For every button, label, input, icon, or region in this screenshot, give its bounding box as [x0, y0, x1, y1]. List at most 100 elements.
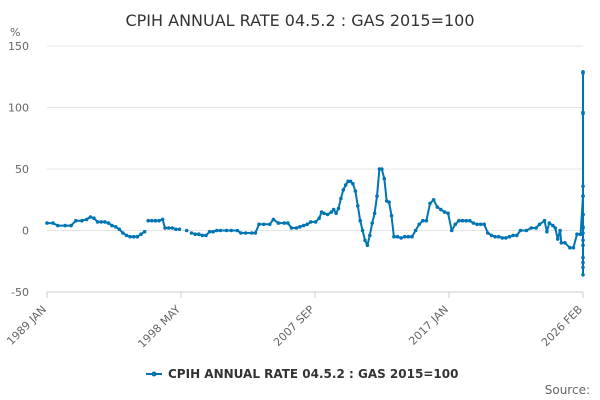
data-point[interactable]	[286, 221, 290, 225]
data-point[interactable]	[253, 231, 258, 235]
data-point[interactable]	[189, 231, 194, 235]
data-point[interactable]	[389, 213, 394, 218]
data-point[interactable]	[581, 243, 585, 248]
data-point[interactable]	[353, 189, 358, 193]
data-point[interactable]	[421, 218, 425, 223]
data-point[interactable]	[229, 228, 234, 233]
data-point[interactable]	[193, 232, 197, 236]
data-point[interactable]	[575, 232, 579, 236]
data-point[interactable]	[547, 221, 552, 225]
data-point[interactable]	[336, 206, 341, 211]
data-point[interactable]	[453, 222, 458, 227]
data-point[interactable]	[215, 228, 219, 233]
data-point[interactable]	[581, 273, 585, 277]
data-point[interactable]	[63, 223, 67, 228]
data-point[interactable]	[322, 211, 326, 216]
data-point[interactable]	[305, 222, 310, 227]
data-point[interactable]	[581, 212, 585, 217]
data-point[interactable]	[558, 228, 562, 233]
data-point[interactable]	[45, 221, 49, 225]
data-point[interactable]	[551, 223, 555, 228]
data-point[interactable]	[56, 223, 60, 228]
data-point[interactable]	[160, 217, 165, 222]
data-point[interactable]	[218, 228, 223, 233]
data-point[interactable]	[207, 229, 212, 234]
data-point[interactable]	[358, 218, 363, 223]
data-point[interactable]	[370, 221, 375, 225]
data-point[interactable]	[121, 231, 125, 235]
data-point[interactable]	[351, 182, 355, 186]
data-point[interactable]	[268, 222, 272, 227]
data-point[interactable]	[113, 225, 118, 229]
data-point[interactable]	[271, 217, 276, 222]
data-point[interactable]	[124, 233, 129, 238]
data-point[interactable]	[117, 227, 122, 232]
data-point[interactable]	[150, 218, 154, 223]
data-point[interactable]	[92, 216, 96, 220]
data-point[interactable]	[142, 229, 147, 234]
data-point[interactable]	[139, 232, 143, 236]
data-point[interactable]	[399, 236, 403, 240]
data-point[interactable]	[235, 228, 240, 233]
data-point[interactable]	[486, 231, 490, 235]
data-point[interactable]	[382, 177, 387, 181]
data-point[interactable]	[581, 194, 585, 198]
data-point[interactable]	[298, 225, 302, 229]
data-point[interactable]	[439, 207, 443, 212]
data-point[interactable]	[157, 218, 161, 223]
data-point[interactable]	[99, 220, 103, 224]
data-point[interactable]	[294, 226, 299, 230]
data-point[interactable]	[496, 234, 501, 239]
data-point[interactable]	[224, 228, 229, 233]
data-point[interactable]	[135, 234, 140, 239]
data-point[interactable]	[581, 238, 585, 243]
data-point[interactable]	[239, 231, 243, 235]
data-point[interactable]	[313, 220, 318, 224]
data-point[interactable]	[581, 265, 585, 270]
data-point[interactable]	[431, 198, 436, 202]
data-point[interactable]	[103, 220, 107, 224]
data-point[interactable]	[507, 234, 512, 239]
data-point[interactable]	[460, 218, 465, 223]
data-point[interactable]	[131, 234, 136, 239]
data-point[interactable]	[200, 233, 205, 238]
data-point[interactable]	[128, 234, 132, 239]
data-point[interactable]	[449, 228, 454, 233]
data-point[interactable]	[250, 231, 254, 235]
data-point[interactable]	[581, 260, 585, 265]
data-point[interactable]	[489, 233, 494, 238]
data-point[interactable]	[478, 222, 483, 227]
data-point[interactable]	[446, 211, 450, 216]
data-point[interactable]	[317, 216, 322, 220]
data-point[interactable]	[471, 221, 476, 225]
data-point[interactable]	[475, 222, 479, 227]
data-point[interactable]	[410, 234, 414, 239]
data-point[interactable]	[309, 220, 313, 224]
data-point[interactable]	[581, 225, 585, 229]
data-point[interactable]	[88, 215, 93, 219]
data-point[interactable]	[529, 226, 533, 230]
data-point[interactable]	[537, 222, 542, 227]
data-point[interactable]	[95, 220, 100, 224]
data-point[interactable]	[464, 218, 469, 223]
data-point[interactable]	[368, 233, 372, 238]
data-point[interactable]	[568, 245, 572, 250]
data-point[interactable]	[343, 183, 348, 187]
data-point[interactable]	[542, 218, 547, 223]
data-point[interactable]	[387, 200, 391, 204]
data-point[interactable]	[289, 226, 294, 230]
data-point[interactable]	[163, 226, 167, 230]
data-point[interactable]	[177, 227, 182, 232]
data-point[interactable]	[334, 211, 338, 216]
data-point[interactable]	[146, 218, 150, 223]
data-point[interactable]	[424, 218, 429, 223]
data-point[interactable]	[493, 234, 497, 239]
data-point[interactable]	[571, 245, 576, 250]
data-point[interactable]	[197, 232, 201, 236]
data-point[interactable]	[380, 167, 384, 171]
data-point[interactable]	[211, 229, 215, 234]
data-point[interactable]	[524, 228, 529, 233]
data-point[interactable]	[331, 207, 336, 212]
data-point[interactable]	[166, 226, 171, 230]
data-point[interactable]	[372, 211, 377, 216]
